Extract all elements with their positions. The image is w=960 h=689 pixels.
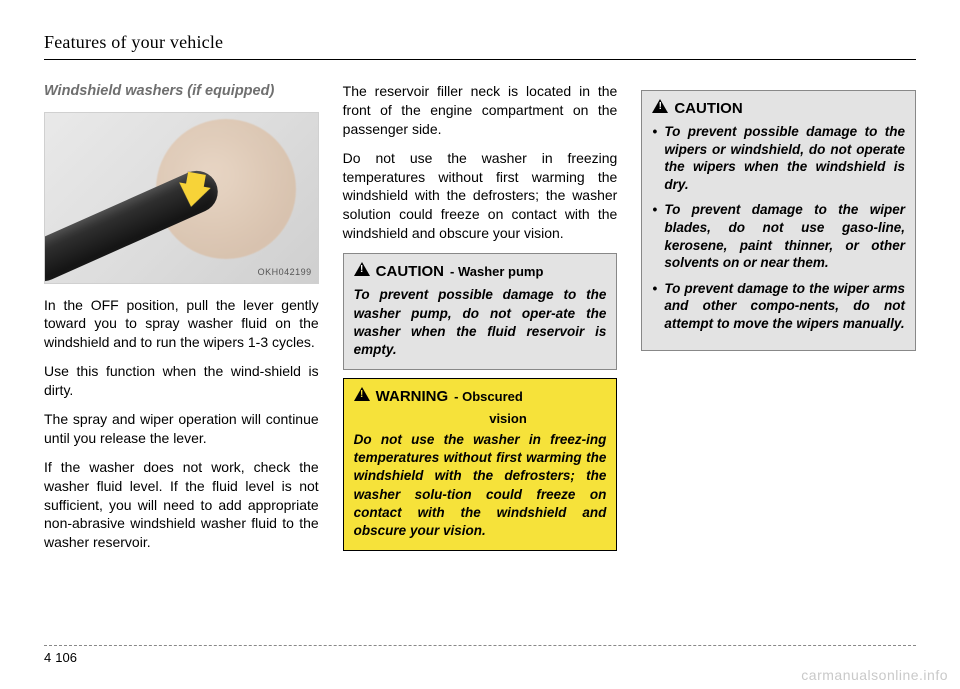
column-1: Windshield washers (if equipped) OKH0421… <box>44 82 319 562</box>
caution-triangle-icon <box>652 99 668 113</box>
windshield-washers-heading: Windshield washers (if equipped) <box>44 82 319 102</box>
section-number: 4 <box>44 650 51 665</box>
col1-paragraph-1: In the OFF position, pull the lever gent… <box>44 296 319 353</box>
pull-direction-arrow-icon <box>175 182 210 209</box>
warning-subtitle-line2: vision <box>410 410 607 428</box>
running-head: Features of your vehicle <box>44 32 916 60</box>
caution-triangle-icon <box>354 262 370 276</box>
caution-subtitle: - Washer pump <box>450 263 543 281</box>
column-3: CAUTION To prevent possible damage to th… <box>641 82 916 562</box>
warning-triangle-icon <box>354 387 370 401</box>
warning-obscured-vision-box: WARNING - Obscured vision Do not use the… <box>343 378 618 551</box>
col1-paragraph-2: Use this function when the wind-shield i… <box>44 362 319 400</box>
wiper-lever-figure: OKH042199 <box>44 112 319 284</box>
page-number: 106 <box>55 650 77 665</box>
col1-paragraph-3: The spray and wiper operation will conti… <box>44 410 319 448</box>
col1-paragraph-4: If the washer does not work, check the w… <box>44 458 319 552</box>
col2-paragraph-2: Do not use the washer in freezing temper… <box>343 149 618 243</box>
column-2: The reservoir filler neck is located in … <box>343 82 618 562</box>
caution-body: To prevent possible damage to the washer… <box>354 286 607 359</box>
figure-label: OKH042199 <box>258 266 312 278</box>
caution-list-item: To prevent damage to the wiper arms and … <box>652 280 905 333</box>
caution-title: CAUTION <box>376 262 444 282</box>
caution-list-item: To prevent possible damage to the wipers… <box>652 123 905 193</box>
page-footer: 4 106 <box>44 645 916 665</box>
caution-wipers-box: CAUTION To prevent possible damage to th… <box>641 90 916 351</box>
watermark: carmanualsonline.info <box>801 667 948 683</box>
content-columns: Windshield washers (if equipped) OKH0421… <box>44 82 916 562</box>
warning-subtitle: - Obscured <box>454 388 523 406</box>
col2-paragraph-1: The reservoir filler neck is located in … <box>343 82 618 139</box>
warning-title: WARNING <box>376 387 449 407</box>
warning-body: Do not use the washer in freez-ing tempe… <box>354 431 607 540</box>
caution-washer-pump-box: CAUTION - Washer pump To prevent possibl… <box>343 253 618 370</box>
caution-list-item: To prevent damage to the wiper blades, d… <box>652 201 905 271</box>
caution-title: CAUTION <box>674 99 742 119</box>
caution-list: To prevent possible damage to the wipers… <box>652 123 905 332</box>
